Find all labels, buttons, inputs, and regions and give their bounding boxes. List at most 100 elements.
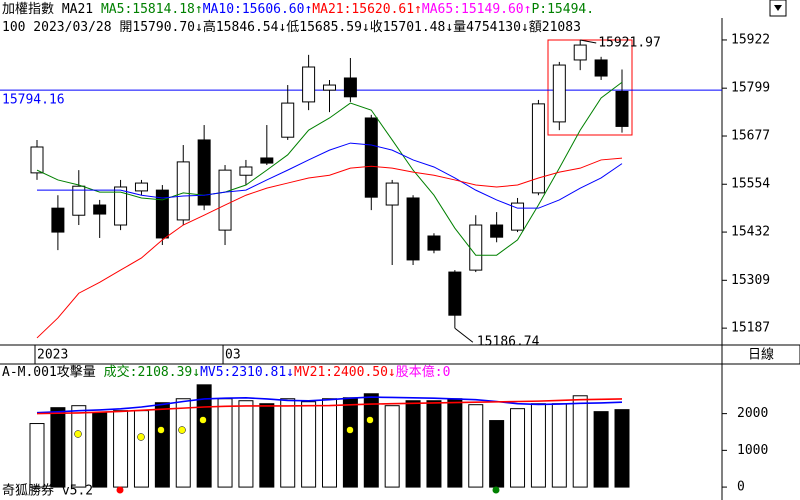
volume-bar [510,408,526,488]
candle-body [30,146,44,174]
y-tick-label: 15432 [731,225,770,240]
volume-bar [405,400,421,488]
highlight-box [547,39,633,136]
period-box[interactable] [721,344,800,365]
candle-body [239,166,253,176]
candle-body [281,102,295,138]
candle-body [364,117,378,198]
header-segment: MA10:15606.60↑ [203,2,313,17]
candle-body [114,186,128,226]
header-segment: MV5:2310.81↓ [200,365,294,380]
candle-body [302,66,316,103]
x-tick-label: 03 [225,348,241,363]
panel-title: A-M.001攻擊量 成交:2108.39↓MV5:2310.81↓MV21:2… [2,364,450,380]
volume-bar [301,401,317,488]
volume-bar [342,397,358,488]
volume-bar [259,403,275,488]
volume-bar [322,398,337,488]
header-segment: 股本億:0 [396,364,451,380]
volume-bar [92,412,108,488]
moving-average-line [36,398,623,415]
moving-average-line [36,396,623,414]
header-segment: 成交:2108.39↓ [104,364,200,380]
header-line1: 加權指數 MA21 MA5:15814.18↑MA10:15606.60↑MA2… [2,2,594,17]
signal-dot [74,430,82,438]
signal-dot [116,486,124,494]
volume-bar [572,395,588,488]
y-tick-label: 15309 [731,273,770,288]
candle-body [176,161,190,221]
header-segment: A-M.001攻擊量 [2,364,104,380]
moving-average-line [37,142,623,209]
y-tick-label: 15922 [731,32,770,47]
candle-body [469,224,483,271]
signal-dot [178,426,186,434]
header-line2: 100 2023/03/28 開15790.70↓高15846.54↓低1568… [2,19,581,35]
candle-body [406,197,420,261]
candle-body [218,169,232,231]
candle-body [511,202,525,231]
header-segment: MA5:15814.18↑ [101,2,203,17]
header-segment: MA21:15620.61↑ [312,2,422,17]
footer: 奇狐勝券 v5.2 [2,483,93,499]
candle-body [427,235,441,251]
low-annotation: 15186.74 [477,335,540,350]
signal-dot [492,486,500,494]
candle-body [323,84,336,91]
high-annotation: 15921.97 [598,35,661,50]
candle-body [51,207,65,233]
candle-body [197,139,211,206]
volume-bar [71,405,87,488]
candle-body [615,90,629,127]
candle-body [93,204,107,215]
signal-dot [199,416,207,424]
header-segment: MV21:2400.50↓ [294,365,396,380]
header-segment: 100 2023/03/28 開15790.70↓高15846.54↓低1568… [2,19,581,35]
candle-body [594,59,608,77]
volume-bar [50,407,66,488]
volume-bar [113,410,129,488]
candle-body [531,103,545,194]
y-tick-label: 15187 [731,321,770,336]
signal-dot [366,416,374,424]
volume-bar [133,410,149,488]
volume-bar [280,398,296,488]
volume-bar [614,409,630,488]
signal-dot [157,426,165,434]
volume-bar [154,402,170,488]
reference-label: 15794.16 [2,93,65,108]
candle-body [343,77,357,98]
volume-bar [363,393,379,488]
y-tick-label: 15799 [731,81,770,96]
volume-bar [530,403,546,488]
candle-body [448,271,462,316]
signal-dot [137,433,145,441]
x-tick-label: 2023 [37,348,68,363]
annotation-leader [580,39,597,44]
y-tick-label: 15677 [731,129,770,144]
y-tick-label: 1000 [737,443,768,458]
volume-bar [29,423,45,488]
moving-average-line [36,81,623,256]
moving-average-line [36,157,623,339]
volume-bar [217,398,233,488]
header-segment: MA65:15149.60↑ [422,2,532,17]
volume-bar [593,411,609,488]
volume-bar [468,404,484,488]
candle-body [134,182,148,192]
volume-bar [175,398,191,488]
signal-dot [346,426,354,434]
candle-body [72,185,86,216]
volume-bar [447,398,463,488]
candle-body [260,157,274,164]
header-segment: 加權指數 MA21 [2,2,101,17]
y-tick-label: 2000 [737,406,768,421]
candle-body [490,224,504,238]
candle-body [573,44,587,61]
menu-icon [774,5,782,11]
period-label[interactable]: 日線 [748,347,774,363]
y-tick-label: 0 [737,480,745,495]
candle-body [155,189,169,239]
